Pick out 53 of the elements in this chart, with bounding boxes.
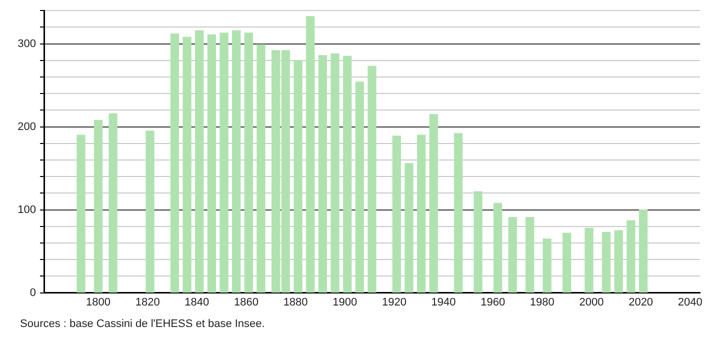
bar (108, 113, 118, 293)
bar (256, 44, 266, 293)
x-tick-label: 1940 (431, 296, 456, 308)
bar (614, 230, 623, 293)
x-tick-label: 1860 (234, 296, 258, 308)
bar (195, 30, 204, 293)
y-tick-label: 100 (18, 204, 36, 216)
y-tick-label: 200 (18, 120, 36, 133)
x-tick-label: 1800 (86, 296, 110, 308)
bar (343, 56, 352, 293)
x-tick-label: 1980 (530, 296, 554, 308)
bar (207, 34, 216, 293)
bar (493, 202, 502, 293)
bar (404, 162, 414, 293)
bar (584, 228, 594, 293)
bar (306, 16, 315, 293)
bar (330, 53, 340, 293)
bar (76, 134, 86, 293)
x-tick-label: 1880 (283, 296, 308, 308)
bar (526, 216, 534, 293)
x-tick-label: 2020 (628, 296, 654, 308)
bar (318, 55, 328, 293)
bar (220, 32, 228, 293)
bar (602, 232, 611, 293)
x-tick-label: 1960 (480, 296, 506, 308)
bar (508, 216, 517, 293)
bar (392, 136, 401, 293)
x-tick-label: 1900 (332, 296, 358, 308)
source-note: Sources : base Cassini de l'EHESS et base Insee. (20, 318, 265, 330)
bar (562, 232, 572, 293)
bar (626, 220, 636, 293)
bar (368, 66, 376, 293)
bar (474, 191, 482, 293)
bar (416, 134, 426, 293)
bar (429, 114, 438, 293)
bar (542, 238, 552, 293)
bar (294, 60, 302, 293)
bar (454, 133, 463, 293)
y-tick-label: 300 (18, 38, 36, 50)
x-tick-label: 2000 (579, 296, 604, 308)
bar (244, 32, 254, 293)
bar (638, 209, 648, 293)
bar (355, 82, 364, 293)
bar (182, 36, 192, 293)
bar (170, 34, 180, 293)
bar (232, 30, 241, 293)
y-tick-label: 0 (30, 286, 36, 299)
bar (94, 120, 103, 293)
bar (146, 130, 154, 293)
x-tick-label: 1820 (135, 296, 160, 308)
x-tick-label: 1920 (382, 296, 406, 308)
x-tick-label: 2040 (678, 296, 702, 308)
x-tick-label: 1840 (184, 296, 210, 308)
